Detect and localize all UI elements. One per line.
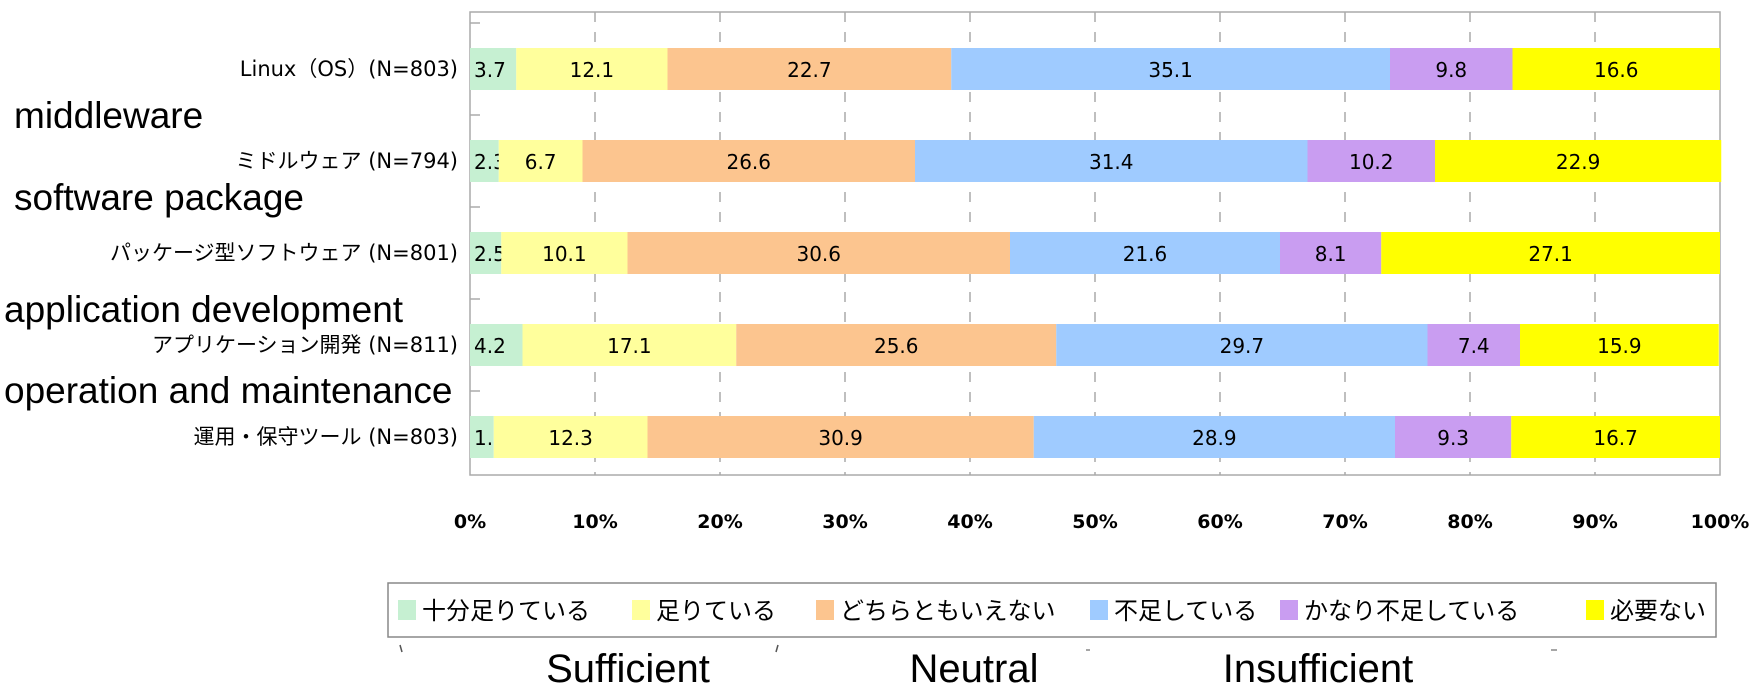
category-label: Linux（OS）(N=803) [240,57,458,81]
data-label: 28.9 [1192,426,1237,450]
category-label: アプリケーション開発 (N=811) [152,333,458,357]
data-label: 15.9 [1597,334,1642,358]
data-label: 12.1 [570,58,615,82]
data-label: 30.9 [818,426,863,450]
data-label: 6.7 [525,150,557,174]
data-label: 4.2 [474,334,506,358]
x-tick-label: 60% [1197,511,1242,533]
data-label: 9.3 [1437,426,1469,450]
data-label: 9.8 [1435,58,1467,82]
x-tick-label: 90% [1572,511,1617,533]
translation-label: middleware [14,95,203,136]
legend-swatch [816,600,834,620]
data-label: 26.6 [726,150,771,174]
x-tick-label: 30% [822,511,867,533]
x-tick-label: 40% [947,511,992,533]
bracket-tick-left [400,645,402,652]
data-label: 30.6 [796,242,841,266]
x-tick-label: 70% [1322,511,1367,533]
data-label: 12.3 [548,426,593,450]
legend-entry: 不足している [1114,597,1257,625]
translation-label: application development [4,289,404,330]
data-label: 10.2 [1349,150,1394,174]
x-tick-label: 0% [454,511,486,533]
x-tick-label: 50% [1072,511,1117,533]
group-label: Sufficient [546,647,710,691]
data-label: 3.7 [474,58,506,82]
data-label: 16.7 [1593,426,1638,450]
data-label: 22.7 [787,58,832,82]
data-label: 10.1 [542,242,587,266]
x-tick-label: 20% [697,511,742,533]
data-label: 21.6 [1123,242,1168,266]
legend-swatch [632,600,650,620]
bracket-tick-mid [776,645,778,652]
data-label: 25.6 [874,334,919,358]
legend-swatch [1586,600,1604,620]
category-label: 運用・保守ツール (N=803) [194,425,458,449]
category-label: パッケージ型ソフトウェア (N=801) [110,241,458,265]
group-label: Insufficient [1223,647,1414,691]
legend-entry: 必要ない [1610,597,1706,625]
data-label: 27.1 [1528,242,1573,266]
category-label: ミドルウェア (N=794) [236,149,458,173]
x-axis-ticks: 0% 10% 20% 30% 40% 50% 60% 70% 80% 90% 100% [454,511,1749,533]
data-label: 22.9 [1556,150,1601,174]
data-label: 31.4 [1089,150,1134,174]
data-label: 17.1 [607,334,652,358]
data-label: 35.1 [1148,58,1193,82]
data-label: 7.4 [1458,334,1490,358]
data-label: 8.1 [1315,242,1347,266]
translation-label: operation and maintenance [4,370,452,411]
legend-swatch [398,600,416,620]
legend-entry: 足りている [656,597,776,625]
legend-entry: 十分足りている [422,597,590,625]
legend-swatch [1090,600,1108,620]
legend-entry: どちらともいえない [840,597,1056,625]
x-tick-label: 10% [572,511,617,533]
x-tick-label: 100% [1691,511,1750,533]
data-label: 29.7 [1220,334,1265,358]
group-label: Neutral [910,647,1039,691]
legend-swatch [1280,600,1298,620]
translation-label: software package [14,177,304,218]
data-label: 16.6 [1594,58,1639,82]
legend: 十分足りている 足りている どちらともいえない 不足している かなり不足している 必要ない [388,583,1716,637]
data-label: 2.5 [474,242,506,266]
x-tick-label: 80% [1447,511,1492,533]
legend-entry: かなり不足している [1304,597,1519,625]
